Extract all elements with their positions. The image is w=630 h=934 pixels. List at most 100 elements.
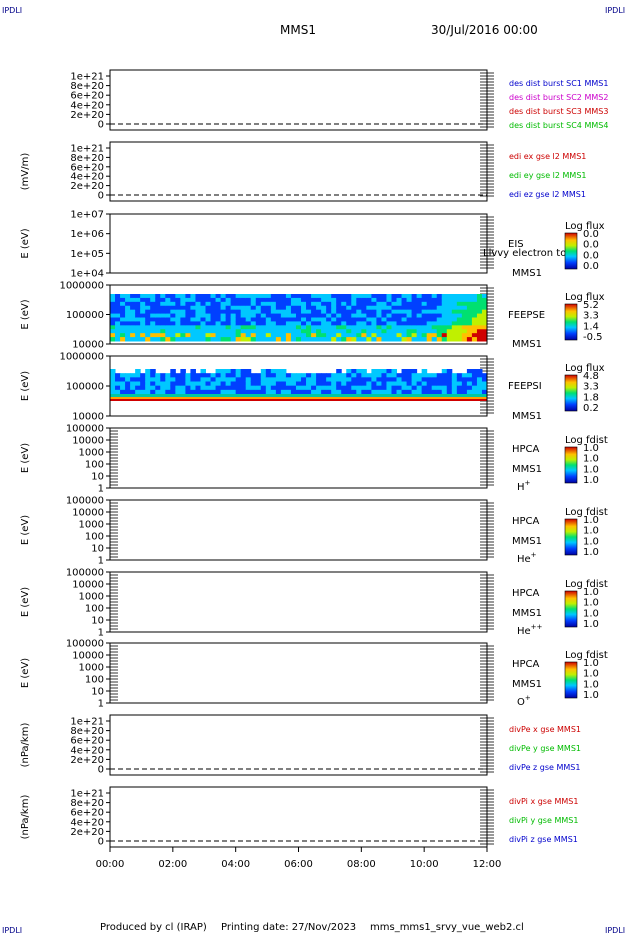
spectrogram-cell [200,377,207,382]
legend-entry: divPi z gse MMS1 [509,835,578,844]
spectrogram-cell [341,317,347,322]
colorbar-title: Log flux [565,221,605,232]
legend-entry: edi ey gse l2 MMS1 [509,171,587,180]
spectrogram-cell [471,369,478,374]
spectrogram-cell [316,329,322,334]
spectrogram-cell [381,294,387,299]
spectrogram-cell [441,333,448,338]
spectrogram-cell [316,385,322,391]
spectrogram-cell [366,329,372,334]
legend-entry: edi ex gse l2 MMS1 [509,152,586,161]
corner-label-top-right: IPDLI [605,6,625,15]
spectrogram-cell [215,369,222,374]
spectrogram-cell [250,297,257,303]
spectrogram-cell [190,385,196,391]
spectrogram-cell [115,309,121,315]
spectrogram-cell [426,321,433,326]
spectrogram-cell [240,369,247,374]
spectrogram-cell [376,317,382,322]
spectrogram-cell [376,329,382,334]
spectrogram-cell [135,373,141,378]
spectrogram-cell [270,373,277,378]
spectrogram-cell [185,389,191,395]
spectrogram-cell [265,329,272,334]
spectrogram-cell [416,317,423,322]
spectrogram-cell [306,305,312,311]
y-tick-label: 4e+20 [70,172,104,183]
spectrogram-cell [351,337,357,342]
spectrogram-cell [115,385,121,391]
spectrogram-cell [235,377,242,382]
spectrogram-cell [381,389,387,395]
spectrogram-cell [110,313,116,318]
spectrogram-cell [250,301,257,307]
spectrogram-cell [295,381,302,387]
y-tick-label: 1e+21 [70,789,104,800]
spectrogram-cell [421,389,428,395]
spectrogram-cell [346,373,352,378]
spectrogram-cell [396,385,403,391]
spectrogram-cell [290,301,297,307]
colorbar-title: Log fdist [565,650,608,661]
y-tick-label: 6e+20 [70,91,104,102]
spectrogram-cell [115,305,121,311]
spectrogram-cell [240,377,247,382]
spectrogram-cell [471,329,478,334]
spectrogram-cell [205,385,212,391]
spectrogram-cell [306,294,312,299]
spectrogram-cell [170,294,176,299]
spectrogram-cell [275,321,282,326]
spectrogram-cell [316,381,322,387]
spectrogram-cell [451,305,458,311]
legend-entry: des dist burst SC4 MMS4 [509,121,608,130]
spectrogram-cell [130,294,136,299]
spectrogram-cell [190,321,196,326]
spectrogram-cell [406,377,413,382]
spectrogram-cell [190,333,196,338]
spectrogram-cell [366,325,372,330]
spectrogram-cell [190,377,196,382]
colorbar-value: 1.4 [583,321,599,332]
spectrogram-cell [471,313,478,318]
spectrogram-cell [120,309,126,315]
y-tick-label: 10 [91,687,104,698]
spectrogram-cell [301,337,307,342]
spectrogram-cell [175,321,181,326]
spectrogram-cell [135,301,141,307]
spectrogram-cell [245,313,252,318]
spectrogram-cell [336,309,342,315]
spectrogram-cell [446,385,453,391]
spectrogram-cell [295,389,302,395]
spectrogram-cell [376,309,382,315]
spectrogram-cell [120,337,126,342]
spectrogram-cell [406,294,413,299]
spectrogram-cell [200,301,207,307]
spectrogram-cell [235,337,242,342]
spectrogram-cell [175,389,181,395]
y-tick-label: 0 [98,837,104,848]
spectrogram-cell [150,325,156,330]
spectrogram-cell [200,309,207,315]
spectrogram-cell [401,317,408,322]
spectrogram-cell [115,317,121,322]
colorbar-value: 1.0 [583,547,599,558]
colorbar-value: 3.3 [583,311,599,322]
spectrogram-cell [391,337,398,342]
spectrogram-cell [326,337,332,342]
spectrogram-cell [341,313,347,318]
spectrogram-cell [321,337,327,342]
spectrogram-cell [205,381,212,387]
spectrogram-cell [285,321,292,326]
spectrogram-cell [411,317,418,322]
spectrogram-cell [456,381,463,387]
spectrogram-cell [366,309,372,315]
legend-entry: des dist burst SC3 MMS3 [509,107,608,116]
spectrogram-cell [160,305,166,311]
spectrogram-cell [356,309,362,315]
instrument-label: HPCA [512,444,540,455]
spectrogram-cell [290,305,297,311]
spectrogram-cell [175,373,181,378]
spectrogram-cell [210,309,217,315]
